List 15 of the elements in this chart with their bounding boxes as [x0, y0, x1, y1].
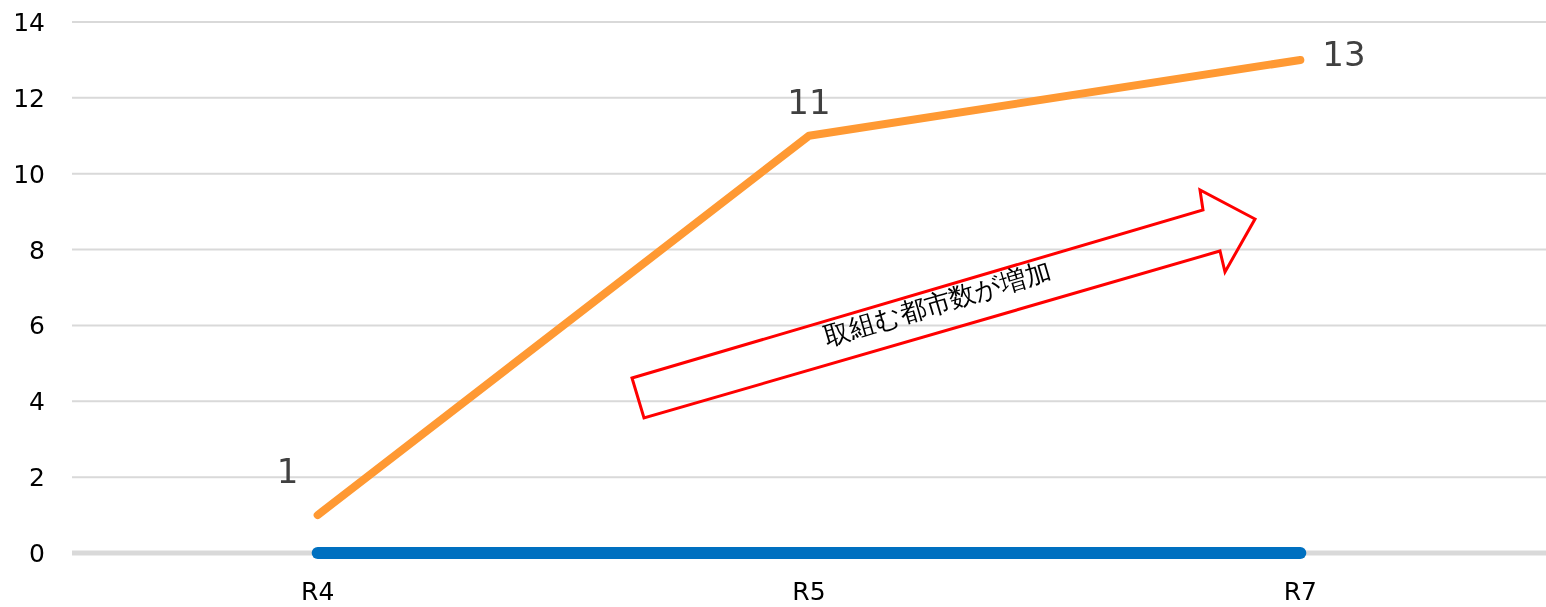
x-tick-label: R7	[1283, 577, 1317, 606]
y-tick-label: 8	[29, 235, 45, 265]
y-tick-label: 4	[29, 387, 45, 417]
y-tick-label: 10	[13, 159, 45, 189]
data-label: 13	[1322, 33, 1366, 74]
y-tick-label: 0	[29, 539, 45, 568]
x-tick-label: R4	[301, 577, 335, 606]
x-tick-label: R5	[792, 577, 826, 606]
annotation: 取組む都市数が増加	[820, 255, 1055, 352]
data-label: 11	[787, 81, 831, 122]
y-tick-label: 14	[13, 8, 45, 37]
data-label: 1	[276, 451, 299, 492]
y-tick-label: 2	[29, 463, 45, 493]
y-tick-label: 6	[29, 311, 45, 341]
y-tick-label: 12	[13, 83, 45, 113]
